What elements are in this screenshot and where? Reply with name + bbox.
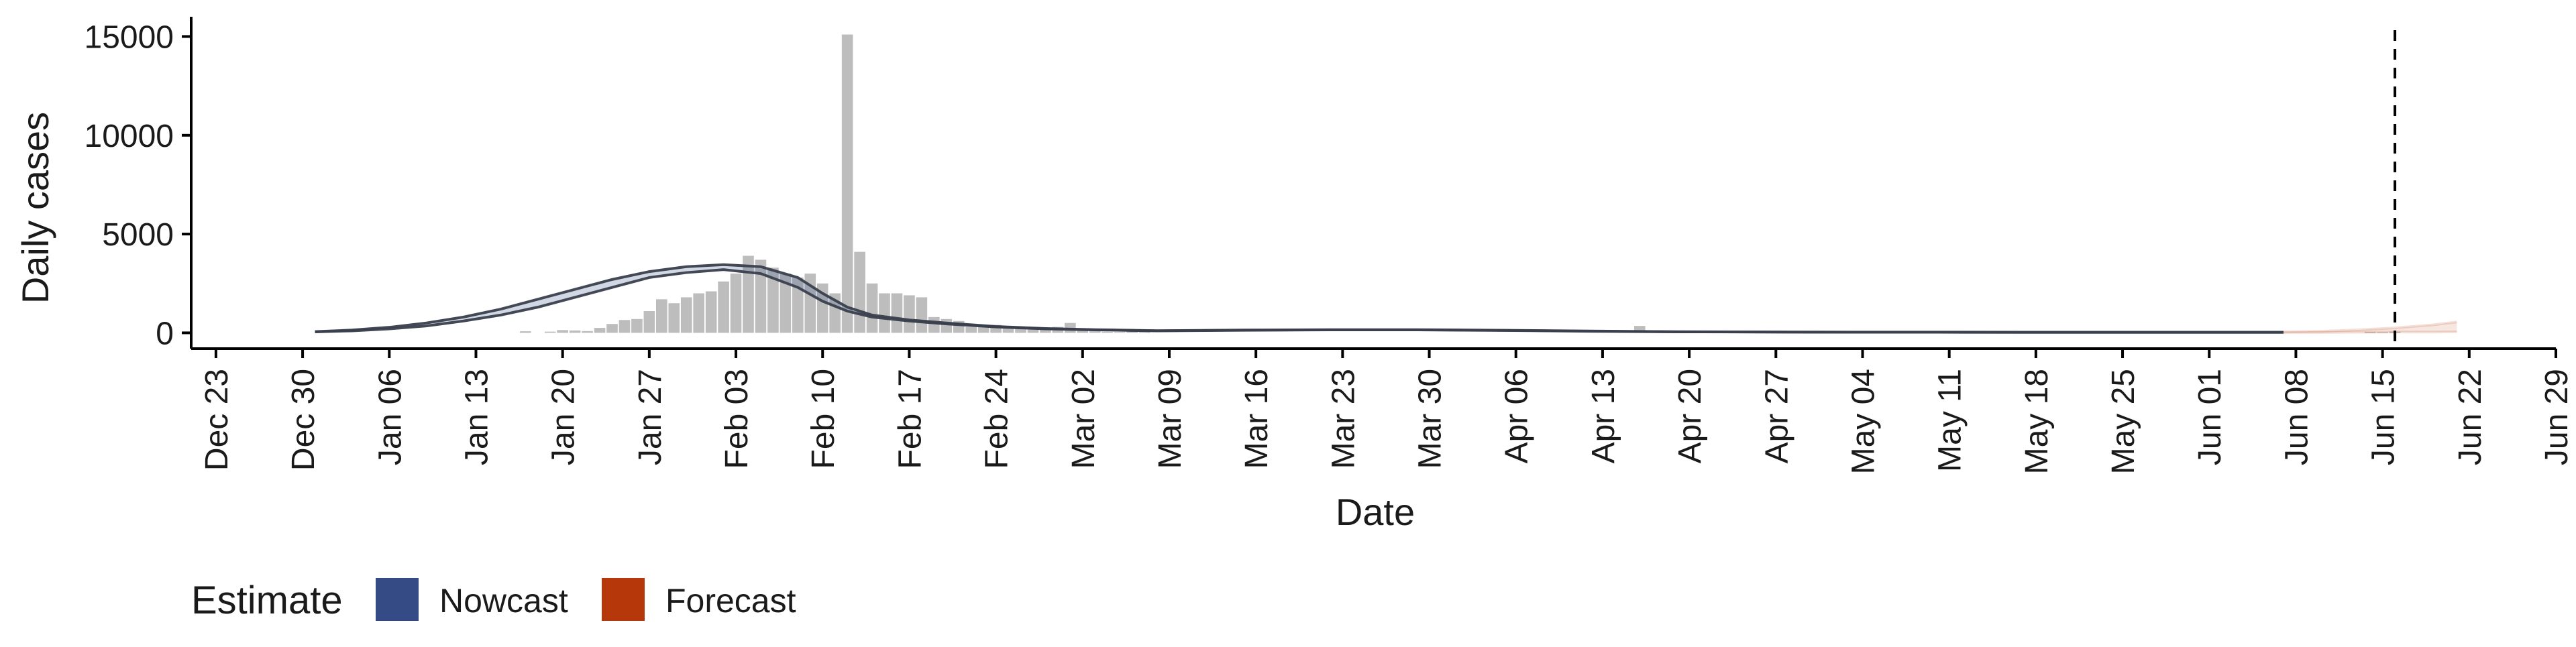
x-tick-label: Jun 08: [2279, 369, 2314, 465]
case-bar: [569, 330, 581, 333]
case-bar: [544, 331, 556, 333]
x-tick-label: Jun 29: [2539, 369, 2575, 465]
x-tick-label: Jun 22: [2453, 369, 2488, 465]
case-bar: [866, 283, 878, 333]
case-bar: [619, 320, 631, 333]
nowcast-upper-line: [315, 263, 2284, 334]
case-bar: [668, 303, 680, 333]
forecast-upper-line: [2283, 320, 2457, 334]
case-bar: [965, 327, 977, 333]
x-tick-label: Jan 20: [546, 369, 582, 465]
case-bar: [792, 277, 804, 333]
case-bar: [631, 318, 643, 333]
case-bar: [643, 311, 655, 333]
case-bar: [780, 274, 792, 333]
x-tick-label: Feb 10: [806, 369, 841, 469]
case-bar: [1633, 326, 1646, 333]
case-bar: [693, 293, 704, 333]
x-tick-label: Feb 17: [892, 369, 928, 469]
case-bar: [1015, 327, 1026, 333]
case-bar: [718, 281, 729, 333]
case-bar: [743, 255, 754, 333]
case-bar: [879, 293, 890, 333]
case-bar: [990, 325, 1002, 333]
case-bar: [1040, 329, 1051, 333]
case-bar: [1138, 332, 1150, 333]
case-bar: [1077, 330, 1089, 333]
x-tick-label: Jun 15: [2366, 369, 2402, 465]
x-tick-label: Apr 06: [1499, 369, 1535, 463]
case-bar: [730, 274, 742, 333]
x-tick-label: Apr 27: [1759, 369, 1794, 463]
case-bar: [606, 324, 618, 333]
legend: Estimate Nowcast Forecast: [191, 578, 796, 622]
case-bar: [594, 328, 606, 333]
x-tick-label: Dec 23: [199, 369, 235, 471]
case-bar: [854, 251, 865, 333]
case-bar: [1102, 331, 1114, 333]
case-bar: [941, 318, 953, 333]
y-axis-title: Daily cases: [14, 112, 56, 304]
x-tick-label: Jan 06: [372, 369, 408, 465]
case-bar: [841, 34, 853, 333]
y-axis-ticks: 0 5000 10000 15000: [85, 19, 191, 351]
case-bar: [1089, 331, 1101, 333]
legend-swatch-forecast: [602, 578, 645, 621]
case-bar: [916, 297, 928, 333]
x-tick-label: Jun 01: [2192, 369, 2228, 465]
legend-title: Estimate: [191, 579, 343, 622]
x-tick-label: May 18: [2019, 369, 2055, 474]
x-tick-label: May 11: [1933, 369, 1968, 472]
x-tick-label: Apr 13: [1586, 369, 1621, 463]
case-bar: [680, 297, 692, 333]
x-tick-label: Jan 27: [633, 369, 668, 465]
case-bar: [557, 330, 568, 333]
case-bar: [1114, 332, 1126, 333]
case-bar: [1126, 331, 1138, 333]
nowcast-ribbon: [315, 264, 2284, 333]
x-tick-label: Mar 30: [1413, 369, 1448, 469]
x-tick-label: Apr 20: [1672, 369, 1708, 463]
legend-label-forecast: Forecast: [665, 582, 796, 620]
case-bar: [1002, 326, 1014, 333]
case-bar: [2364, 331, 2376, 333]
case-bar: [928, 316, 940, 333]
forecast-lower-line: [2283, 330, 2457, 334]
forecast-ribbon: [2283, 322, 2457, 333]
x-tick-label: Mar 16: [1239, 369, 1275, 469]
x-tick-label: Jan 13: [459, 369, 494, 465]
case-bar: [904, 295, 915, 333]
nowcast-lower-line: [315, 268, 2284, 334]
case-bar: [582, 331, 593, 333]
x-axis-ticks: Dec 23 Dec 30 Jan 06 Jan 13 Jan 20 Jan 27 Feb …: [199, 349, 2575, 474]
x-tick-label: Mar 09: [1152, 369, 1188, 469]
case-bar: [977, 325, 989, 333]
legend-label-nowcast: Nowcast: [439, 582, 568, 620]
case-bar: [2377, 332, 2388, 333]
case-bar: [767, 268, 779, 333]
x-tick-label: Feb 24: [979, 369, 1015, 469]
y-tick-label: 10000: [85, 119, 174, 154]
y-tick-label: 5000: [102, 217, 174, 253]
x-tick-label: Dec 30: [286, 369, 321, 471]
x-tick-label: May 04: [1845, 369, 1881, 474]
x-tick-label: Mar 23: [1326, 369, 1361, 469]
y-tick-label: 15000: [85, 19, 174, 55]
case-bar: [656, 299, 667, 333]
legend-swatch-nowcast: [376, 578, 419, 621]
case-bar: [705, 291, 717, 333]
x-tick-label: Feb 03: [719, 369, 755, 469]
plot-area: [315, 30, 2457, 349]
x-tick-label: Mar 02: [1066, 369, 1102, 469]
x-tick-label: May 25: [2106, 369, 2141, 474]
case-bar: [519, 331, 531, 333]
axes: 0 5000 10000 15000 Dec 23 Dec 30 Jan 06 Jan 13…: [14, 17, 2575, 533]
case-bar: [891, 293, 903, 333]
case-bar: [755, 259, 767, 333]
case-bar: [1027, 327, 1039, 333]
x-axis-title: Date: [1336, 491, 1415, 533]
y-tick-label: 0: [156, 316, 174, 351]
